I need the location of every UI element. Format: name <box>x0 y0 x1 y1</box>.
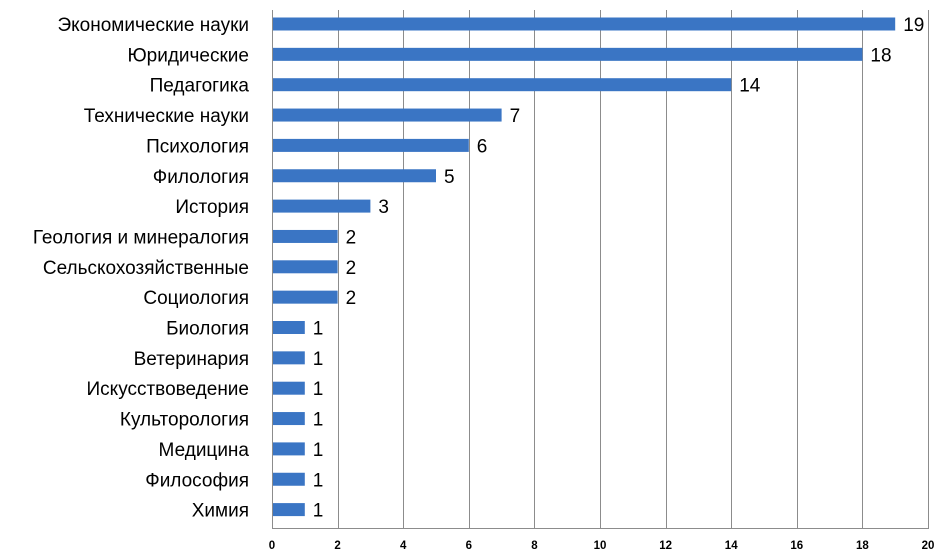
bar-10 <box>273 321 305 334</box>
category-label-5: Филология <box>153 167 249 188</box>
data-label-3: 7 <box>510 106 521 127</box>
bar-0 <box>273 17 896 31</box>
category-label-1: Юридические <box>127 45 249 66</box>
x-tick-label-18: 18 <box>856 540 869 552</box>
bar-14 <box>273 442 305 456</box>
data-label-4: 6 <box>477 136 488 157</box>
category-label-2: Педагогика <box>150 76 250 97</box>
bar-5 <box>273 169 436 183</box>
category-label-16: Химия <box>192 501 249 522</box>
x-tick-label-6: 6 <box>466 540 472 552</box>
x-tick-label-0: 0 <box>269 540 275 552</box>
category-label-3: Технические науки <box>84 106 249 127</box>
category-label-9: Социология <box>143 288 249 309</box>
data-label-8: 2 <box>346 258 357 279</box>
category-label-0: Экономические науки <box>58 15 250 36</box>
bar-7 <box>273 229 338 243</box>
x-tick-labels: 0 2 4 6 8 10 12 14 16 18 20 <box>269 540 935 552</box>
bar-1 <box>273 47 863 61</box>
data-label-5: 5 <box>444 167 455 188</box>
data-label-0: 19 <box>903 15 924 36</box>
bars <box>273 17 896 517</box>
category-label-7: Геология и минералогия <box>33 227 249 248</box>
x-tick-label-2: 2 <box>334 540 340 552</box>
axes <box>272 10 929 529</box>
x-tick-label-4: 4 <box>400 540 407 552</box>
bar-9 <box>273 290 338 304</box>
bar-16 <box>273 503 305 517</box>
data-label-10: 1 <box>313 319 324 340</box>
category-label-4: Психология <box>146 136 249 157</box>
bar-4 <box>273 138 469 152</box>
x-tick-label-12: 12 <box>659 540 672 552</box>
bar-8 <box>273 260 338 274</box>
data-label-6: 3 <box>378 197 389 218</box>
category-label-11: Ветеринария <box>134 349 249 370</box>
category-label-8: Сельскохозяйственные <box>43 258 249 279</box>
bar-6 <box>273 199 371 213</box>
category-label-12: Искусствоведение <box>87 379 249 400</box>
data-label-13: 1 <box>313 410 324 431</box>
data-label-16: 1 <box>313 501 324 522</box>
data-label-7: 2 <box>346 227 357 248</box>
data-label-2: 14 <box>739 76 761 97</box>
data-label-12: 1 <box>313 379 324 400</box>
category-label-13: Культорология <box>120 410 249 431</box>
category-label-10: Биология <box>166 319 249 340</box>
data-label-15: 1 <box>313 470 324 491</box>
bar-13 <box>273 412 305 426</box>
category-label-15: Философия <box>145 470 249 491</box>
x-tick-label-8: 8 <box>531 540 538 552</box>
grid-lines <box>338 10 929 528</box>
bar-11 <box>273 351 305 365</box>
bar-2 <box>273 78 732 92</box>
data-label-9: 2 <box>346 288 357 309</box>
data-label-1: 18 <box>870 45 891 66</box>
category-label-14: Медицина <box>159 440 250 461</box>
x-tick-label-10: 10 <box>594 540 607 552</box>
bar-12 <box>273 381 305 395</box>
category-label-6: История <box>175 197 249 218</box>
x-tick-label-20: 20 <box>922 540 935 552</box>
data-label-11: 1 <box>313 349 324 370</box>
bar-15 <box>273 472 305 486</box>
category-labels: Экономические науки Юридические Педагогика… <box>33 15 250 522</box>
x-tick-label-16: 16 <box>790 540 803 552</box>
x-tick-label-14: 14 <box>725 540 738 552</box>
bar-3 <box>273 108 502 122</box>
data-label-14: 1 <box>313 440 324 461</box>
